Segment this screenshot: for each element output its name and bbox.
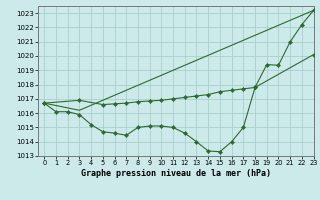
X-axis label: Graphe pression niveau de la mer (hPa): Graphe pression niveau de la mer (hPa) xyxy=(81,169,271,178)
